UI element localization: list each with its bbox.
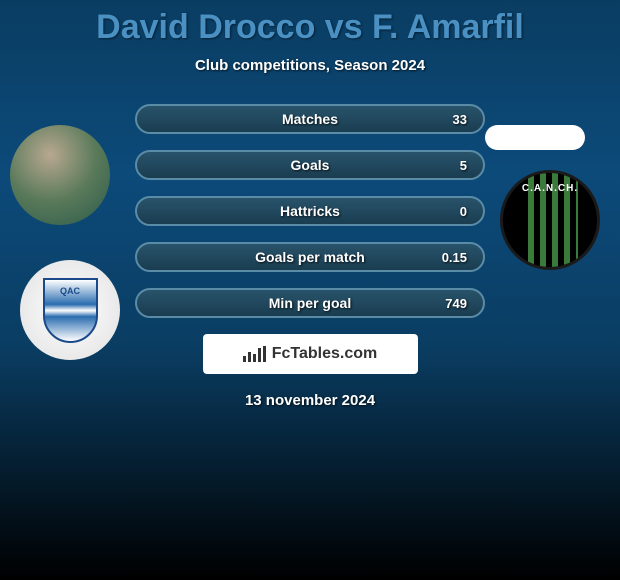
chart-bar bbox=[263, 346, 266, 362]
date-text: 13 november 2024 bbox=[0, 392, 620, 409]
page-subtitle: Club competitions, Season 2024 bbox=[0, 57, 620, 74]
stat-label: Hattricks bbox=[280, 203, 340, 219]
stat-row-goals-per-match: Goals per match 0.15 bbox=[135, 242, 485, 272]
stat-right-value: 0.15 bbox=[442, 250, 467, 265]
stat-row-matches: Matches 33 bbox=[135, 104, 485, 134]
club-left-badge: QAC bbox=[20, 260, 120, 360]
stat-label: Min per goal bbox=[269, 295, 351, 311]
chart-icon bbox=[243, 346, 266, 362]
chart-bar bbox=[258, 348, 261, 362]
club-left-shield: QAC bbox=[43, 278, 98, 343]
stat-row-goals: Goals 5 bbox=[135, 150, 485, 180]
stat-row-hattricks: Hattricks 0 bbox=[135, 196, 485, 226]
club-right-abbr: C.A.N.CH. bbox=[503, 183, 597, 194]
page-title: David Drocco vs F. Amarfil bbox=[0, 0, 620, 47]
stat-right-value: 749 bbox=[445, 296, 467, 311]
source-badge[interactable]: FcTables.com bbox=[203, 334, 418, 374]
stats-container: Matches 33 Goals 5 Hattricks 0 Goals per… bbox=[135, 104, 485, 318]
chart-bar bbox=[243, 356, 246, 362]
stat-right-value: 5 bbox=[460, 158, 467, 173]
stat-right-value: 33 bbox=[453, 112, 467, 127]
player-right-avatar bbox=[485, 125, 585, 150]
club-left-abbr: QAC bbox=[60, 286, 80, 296]
stat-label: Goals per match bbox=[255, 249, 365, 265]
club-right-inner: C.A.N.CH. bbox=[503, 173, 597, 267]
club-right-badge: C.A.N.CH. bbox=[500, 170, 600, 270]
stat-label: Goals bbox=[291, 157, 330, 173]
chart-bar bbox=[253, 354, 256, 362]
source-text: FcTables.com bbox=[272, 345, 378, 363]
stat-row-min-per-goal: Min per goal 749 bbox=[135, 288, 485, 318]
player-left-avatar bbox=[10, 125, 110, 225]
chart-bar bbox=[248, 352, 251, 362]
stat-right-value: 0 bbox=[460, 204, 467, 219]
stat-label: Matches bbox=[282, 111, 338, 127]
